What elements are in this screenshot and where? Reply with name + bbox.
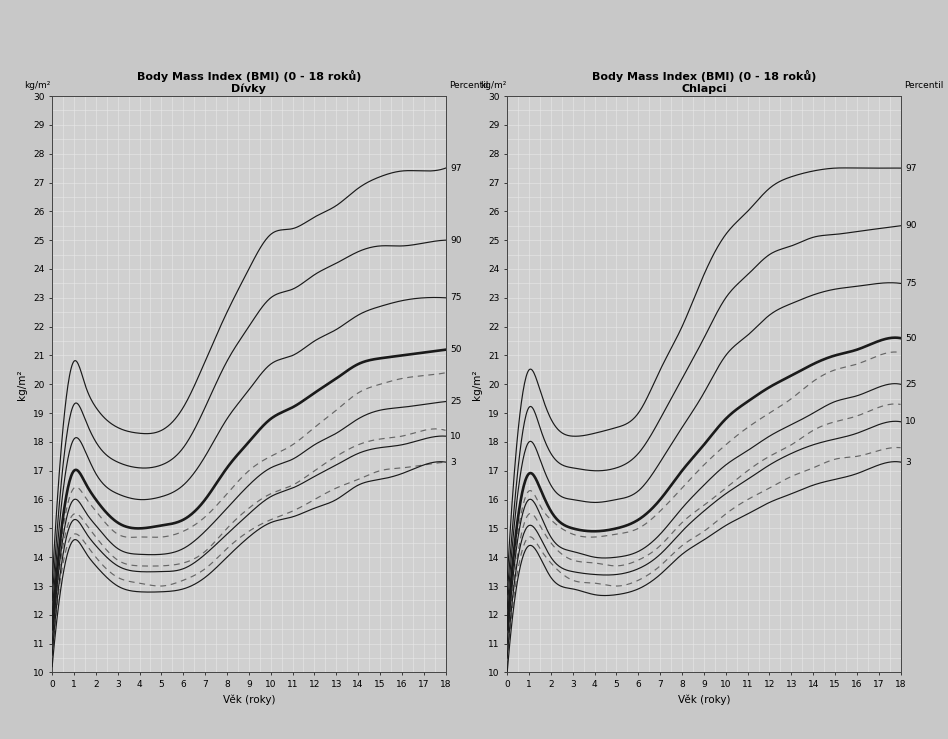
Text: 90: 90 <box>905 221 917 231</box>
Text: 97: 97 <box>905 163 917 173</box>
Text: 3: 3 <box>450 457 456 466</box>
Text: 10: 10 <box>450 432 462 440</box>
Y-axis label: kg/m²: kg/m² <box>17 369 27 400</box>
X-axis label: Věk (roky): Věk (roky) <box>223 695 275 705</box>
Text: Percentil: Percentil <box>449 81 489 90</box>
Title: Body Mass Index (BMI) (0 - 18 roků)
Chlapci: Body Mass Index (BMI) (0 - 18 roků) Chla… <box>592 70 816 94</box>
Text: 75: 75 <box>450 293 462 302</box>
Text: 10: 10 <box>905 418 917 426</box>
Text: 97: 97 <box>450 163 462 173</box>
Text: 50: 50 <box>905 334 917 343</box>
Title: Body Mass Index (BMI) (0 - 18 roků)
Dívky: Body Mass Index (BMI) (0 - 18 roků) Dívk… <box>137 69 361 94</box>
Text: 3: 3 <box>905 457 911 466</box>
Text: 90: 90 <box>450 236 462 245</box>
Y-axis label: kg/m²: kg/m² <box>472 369 483 400</box>
Text: kg/m²: kg/m² <box>480 81 506 90</box>
X-axis label: Věk (roky): Věk (roky) <box>678 695 730 705</box>
Text: kg/m²: kg/m² <box>25 81 51 90</box>
Text: 50: 50 <box>450 345 462 354</box>
Text: 75: 75 <box>905 279 917 288</box>
Text: 25: 25 <box>905 380 917 389</box>
Text: Percentil: Percentil <box>904 81 944 90</box>
Text: 25: 25 <box>450 397 462 406</box>
